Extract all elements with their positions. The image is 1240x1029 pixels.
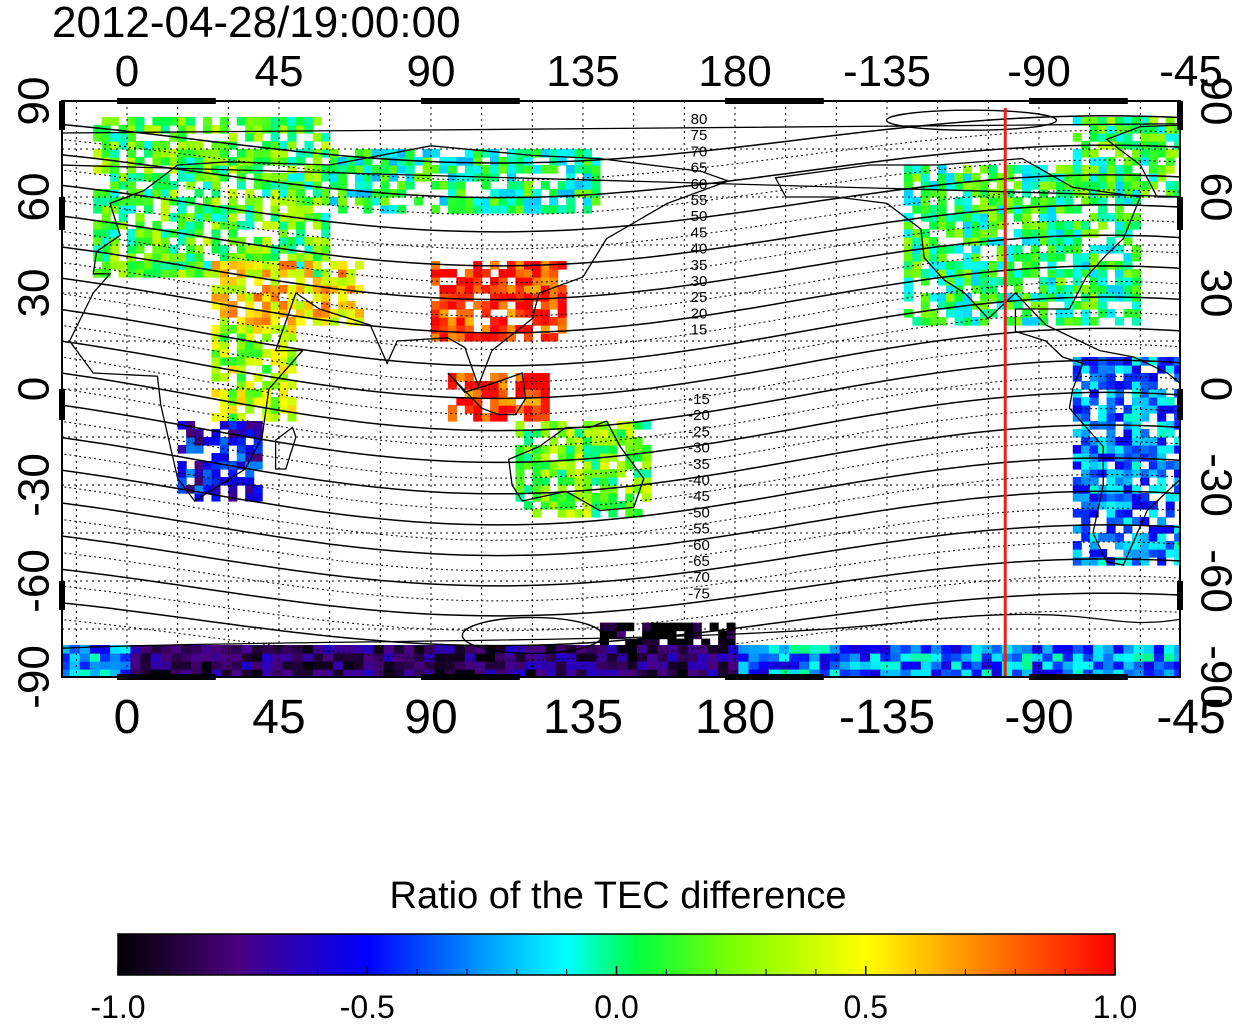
tec-data-cells bbox=[62, 117, 1180, 677]
contour-label: -45 bbox=[688, 488, 710, 505]
right-lat-tick: -60 bbox=[1191, 549, 1240, 613]
contour-label: -60 bbox=[688, 537, 710, 554]
colorbar-tick: 0.5 bbox=[844, 989, 888, 1024]
bottom-lon-tick-labels: 0 45 90 135 180 -135 -90 -45 bbox=[114, 691, 1226, 744]
bottom-lon-tick: 180 bbox=[695, 691, 775, 744]
right-lat-tick: -30 bbox=[1191, 453, 1240, 517]
contour-label: -40 bbox=[688, 472, 710, 489]
bottom-lon-tick: 135 bbox=[543, 691, 623, 744]
right-lat-tick-labels: 90 60 30 0 -30 -60 -90 bbox=[1191, 77, 1240, 709]
contour-label: 45 bbox=[691, 224, 708, 241]
left-lat-tick-labels: 90 60 30 0 -30 -60 -90 bbox=[10, 77, 59, 709]
contour-label: 65 bbox=[691, 160, 708, 177]
contour-label: 35 bbox=[691, 257, 708, 274]
colorbar-tick: 0.0 bbox=[594, 989, 638, 1024]
contour-label: -15 bbox=[688, 391, 710, 408]
right-lat-tick: -90 bbox=[1191, 645, 1240, 709]
contour-label: -50 bbox=[688, 504, 710, 521]
right-lat-tick: 0 bbox=[1191, 377, 1240, 401]
contour-label: -30 bbox=[688, 440, 710, 457]
colorbar-title: Ratio of the TEC difference bbox=[390, 875, 847, 917]
contour-label: -70 bbox=[688, 569, 710, 586]
coastlines bbox=[62, 123, 1180, 649]
left-lat-tick: 60 bbox=[10, 173, 59, 222]
top-lon-tick: 135 bbox=[546, 47, 619, 96]
contour-label: 80 bbox=[691, 111, 708, 128]
bottom-lon-tick: -45 bbox=[1156, 691, 1225, 744]
contour-label: 20 bbox=[691, 305, 708, 322]
bottom-lon-tick: 0 bbox=[114, 691, 141, 744]
contour-label: 60 bbox=[691, 176, 708, 193]
contour-label: 50 bbox=[691, 208, 708, 225]
top-lon-tick: 90 bbox=[407, 47, 456, 96]
contour-label: 25 bbox=[691, 289, 708, 306]
contour-label: 55 bbox=[691, 192, 708, 209]
frame-tick-bars bbox=[59, 98, 1183, 680]
left-lat-tick: -30 bbox=[10, 453, 59, 517]
contour-label: 75 bbox=[691, 127, 708, 144]
right-lat-tick: 60 bbox=[1191, 173, 1240, 222]
left-lat-tick: 0 bbox=[10, 377, 59, 401]
left-lat-tick: -60 bbox=[10, 549, 59, 613]
left-lat-tick: 90 bbox=[10, 77, 59, 126]
magnetic-latitude-contours bbox=[62, 109, 1180, 661]
contour-label: 15 bbox=[691, 322, 708, 339]
colorbar-tick: 1.0 bbox=[1093, 989, 1137, 1024]
top-lon-tick: 45 bbox=[255, 47, 304, 96]
colorbar-tick-labels: -1.0 -0.5 0.0 0.5 1.0 bbox=[90, 966, 1137, 1025]
top-lon-tick: 0 bbox=[115, 47, 139, 96]
right-lat-tick: 30 bbox=[1191, 269, 1240, 318]
bottom-lon-tick: 45 bbox=[252, 691, 305, 744]
contour-label: 30 bbox=[691, 273, 708, 290]
contour-label: -65 bbox=[688, 553, 710, 570]
contour-label: 70 bbox=[691, 143, 708, 160]
right-lat-tick: 90 bbox=[1191, 77, 1240, 126]
top-lon-tick: -135 bbox=[843, 47, 931, 96]
bottom-lon-tick: -90 bbox=[1004, 691, 1073, 744]
contour-label: -20 bbox=[688, 407, 710, 424]
contour-label: -25 bbox=[688, 423, 710, 440]
top-lon-tick: -45 bbox=[1159, 47, 1223, 96]
left-lat-tick: -90 bbox=[10, 645, 59, 709]
top-lon-tick: 180 bbox=[698, 47, 771, 96]
colorbar-tick: -0.5 bbox=[340, 989, 395, 1024]
contour-label: -35 bbox=[688, 456, 710, 473]
colorbar-tick: -1.0 bbox=[90, 989, 145, 1024]
top-lon-tick: -90 bbox=[1007, 47, 1071, 96]
timestamp-title: 2012-04-28/19:00:00 bbox=[52, 0, 461, 47]
top-lon-tick-labels: 0 45 90 135 180 -135 -90 -45 bbox=[115, 47, 1223, 96]
contour-label: -75 bbox=[688, 585, 710, 602]
contour-label: -55 bbox=[688, 521, 710, 538]
bottom-lon-tick: -135 bbox=[839, 691, 935, 744]
left-lat-tick: 30 bbox=[10, 269, 59, 318]
bottom-lon-tick: 90 bbox=[404, 691, 457, 744]
contour-label: 40 bbox=[691, 241, 708, 258]
